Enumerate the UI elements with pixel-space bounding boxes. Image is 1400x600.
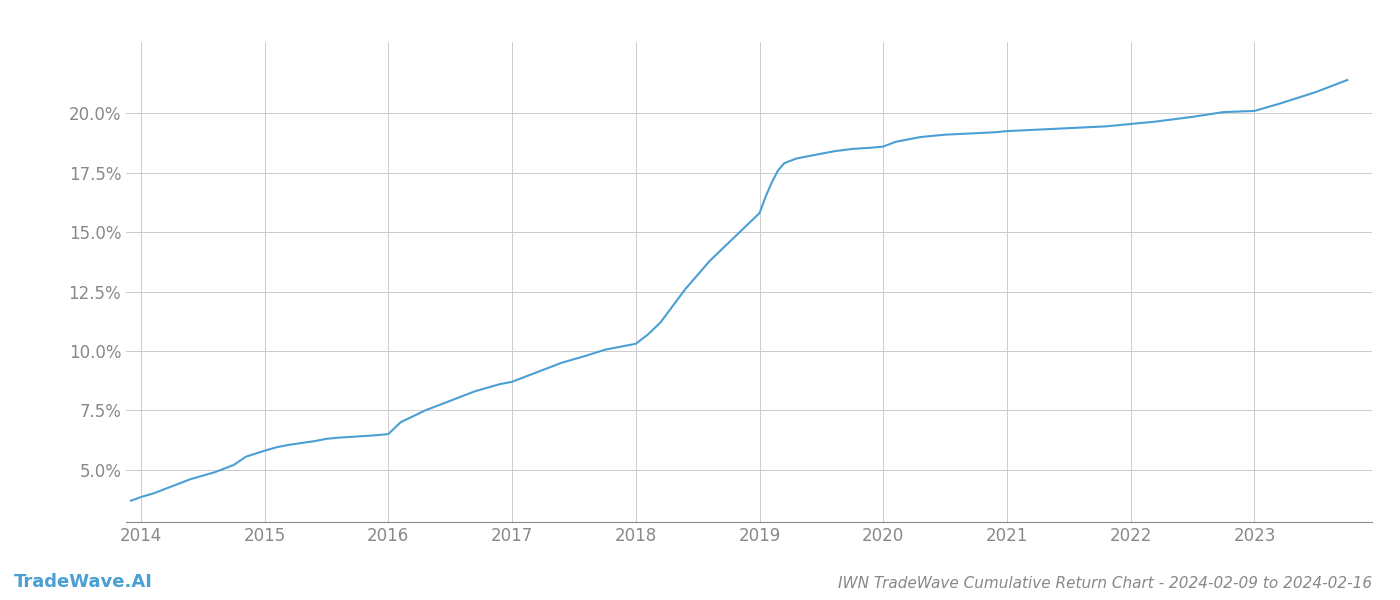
Text: IWN TradeWave Cumulative Return Chart - 2024-02-09 to 2024-02-16: IWN TradeWave Cumulative Return Chart - … <box>837 576 1372 591</box>
Text: TradeWave.AI: TradeWave.AI <box>14 573 153 591</box>
